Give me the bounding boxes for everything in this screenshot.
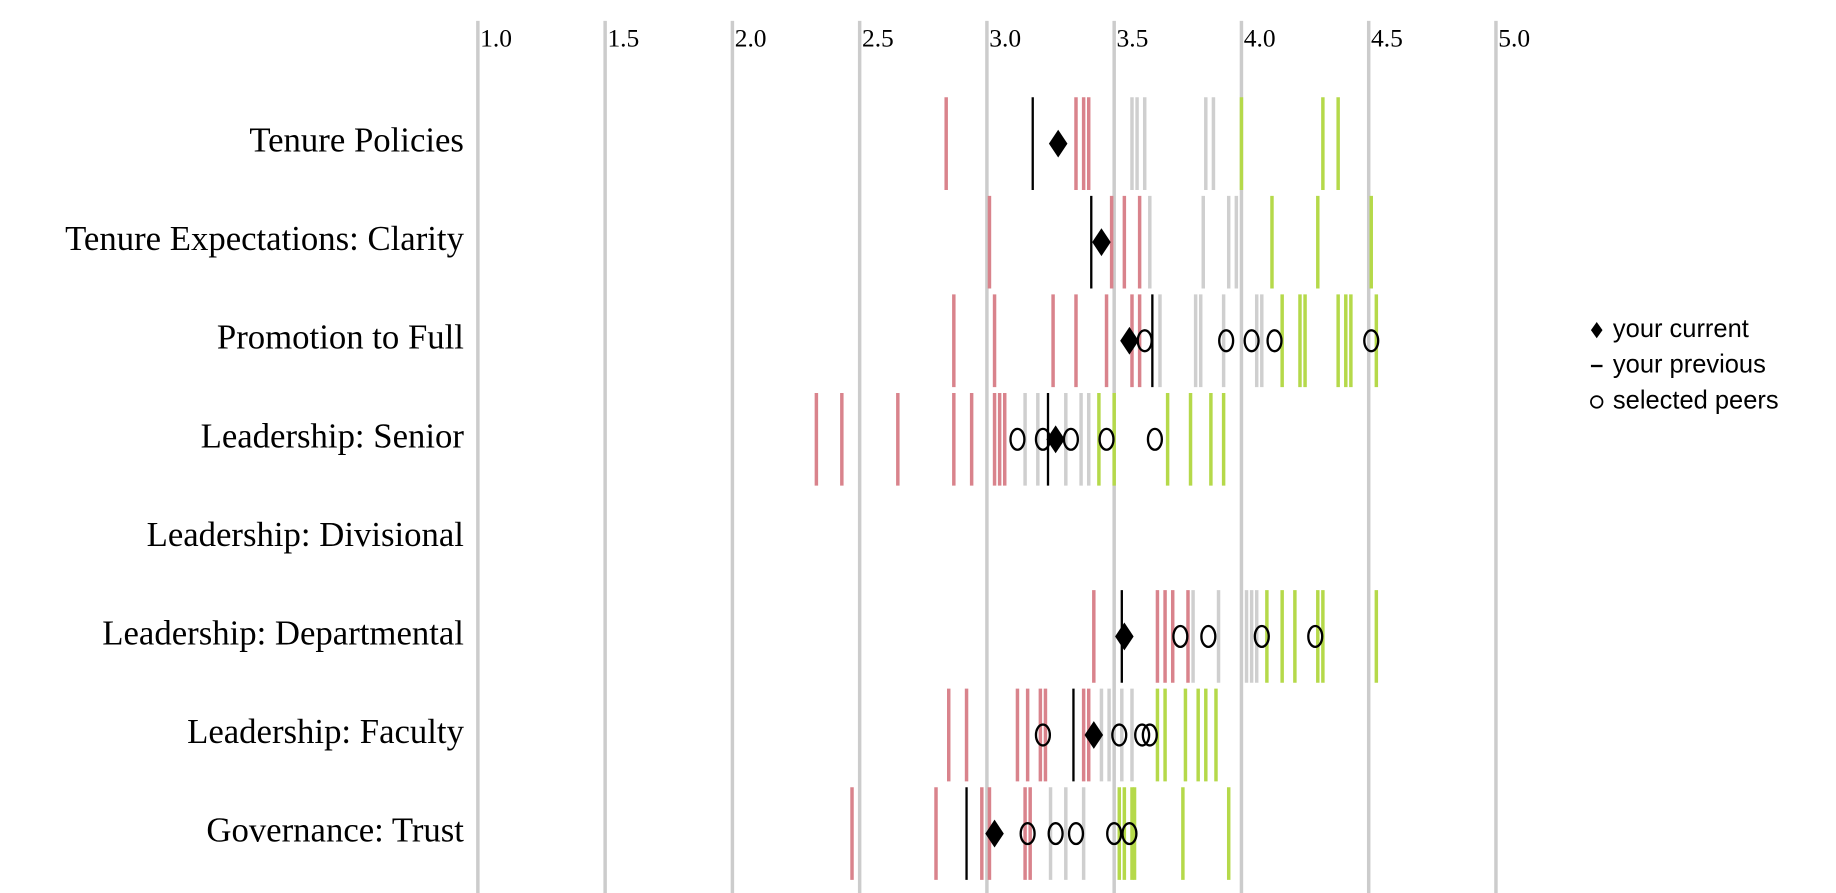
peer-mark — [1218, 329, 1235, 353]
peer-mark — [1307, 624, 1324, 649]
legend-label: selected peers — [1613, 387, 1779, 415]
peer-mark — [1121, 822, 1138, 846]
peer-mark — [1047, 822, 1064, 846]
current-mark — [1120, 326, 1139, 355]
peer-mark — [1363, 329, 1380, 353]
category-label: Promotion to Full — [217, 318, 464, 357]
peer-mark — [1146, 427, 1164, 451]
grid: 1.0 1.5 2.0 2.5 3.0 3.5 4.0 4.5 5.0 — [476, 20, 1530, 893]
peer-mark — [1200, 624, 1217, 649]
x-tick-label: 3.5 — [1116, 23, 1148, 52]
category-label: Leadership: Faculty — [187, 712, 464, 751]
current-mark — [1048, 129, 1068, 158]
category-label: Leadership: Senior — [201, 416, 465, 455]
peer-mark — [1141, 723, 1158, 747]
marks — [814, 97, 1380, 880]
peer-mark — [1009, 427, 1026, 451]
category-label: Tenure Policies — [249, 121, 464, 160]
x-tick-label: 4.0 — [1244, 23, 1276, 52]
current-mark — [1046, 425, 1065, 454]
legend-symbol — [1590, 321, 1603, 339]
x-tick-label: 4.5 — [1371, 23, 1403, 52]
peer-mark — [1106, 822, 1123, 846]
x-tick-label: 3.0 — [989, 23, 1021, 52]
peer-mark — [1111, 723, 1128, 747]
current-mark — [985, 819, 1004, 848]
peer-mark — [1172, 624, 1189, 649]
category-label: Governance: Trust — [206, 811, 464, 850]
peer-mark — [1266, 329, 1283, 353]
category-label: Tenure Expectations: Clarity — [65, 219, 464, 258]
peer-mark — [1019, 822, 1036, 846]
x-tick-label: 2.5 — [862, 23, 894, 52]
category-label: Leadership: Departmental — [102, 613, 464, 652]
peer-mark — [1243, 329, 1260, 353]
peer-mark — [1134, 723, 1151, 747]
peer-mark — [1098, 427, 1115, 451]
legend-symbol — [1590, 395, 1604, 409]
category-label: Leadership: Divisional — [147, 515, 464, 554]
current-mark — [1092, 228, 1111, 257]
x-tick-label: 2.0 — [735, 23, 767, 52]
peer-mark — [1253, 624, 1270, 649]
legend-label: your previous — [1613, 351, 1766, 379]
current-mark — [1115, 622, 1134, 651]
current-mark — [1084, 721, 1104, 749]
x-tick-label: 5.0 — [1498, 23, 1530, 52]
peer-mark — [1067, 822, 1085, 846]
legend-label: your current — [1613, 315, 1749, 343]
x-tick-label: 1.5 — [607, 23, 639, 52]
x-tick-label: 1.0 — [480, 23, 512, 52]
peer-mark — [1034, 723, 1052, 747]
